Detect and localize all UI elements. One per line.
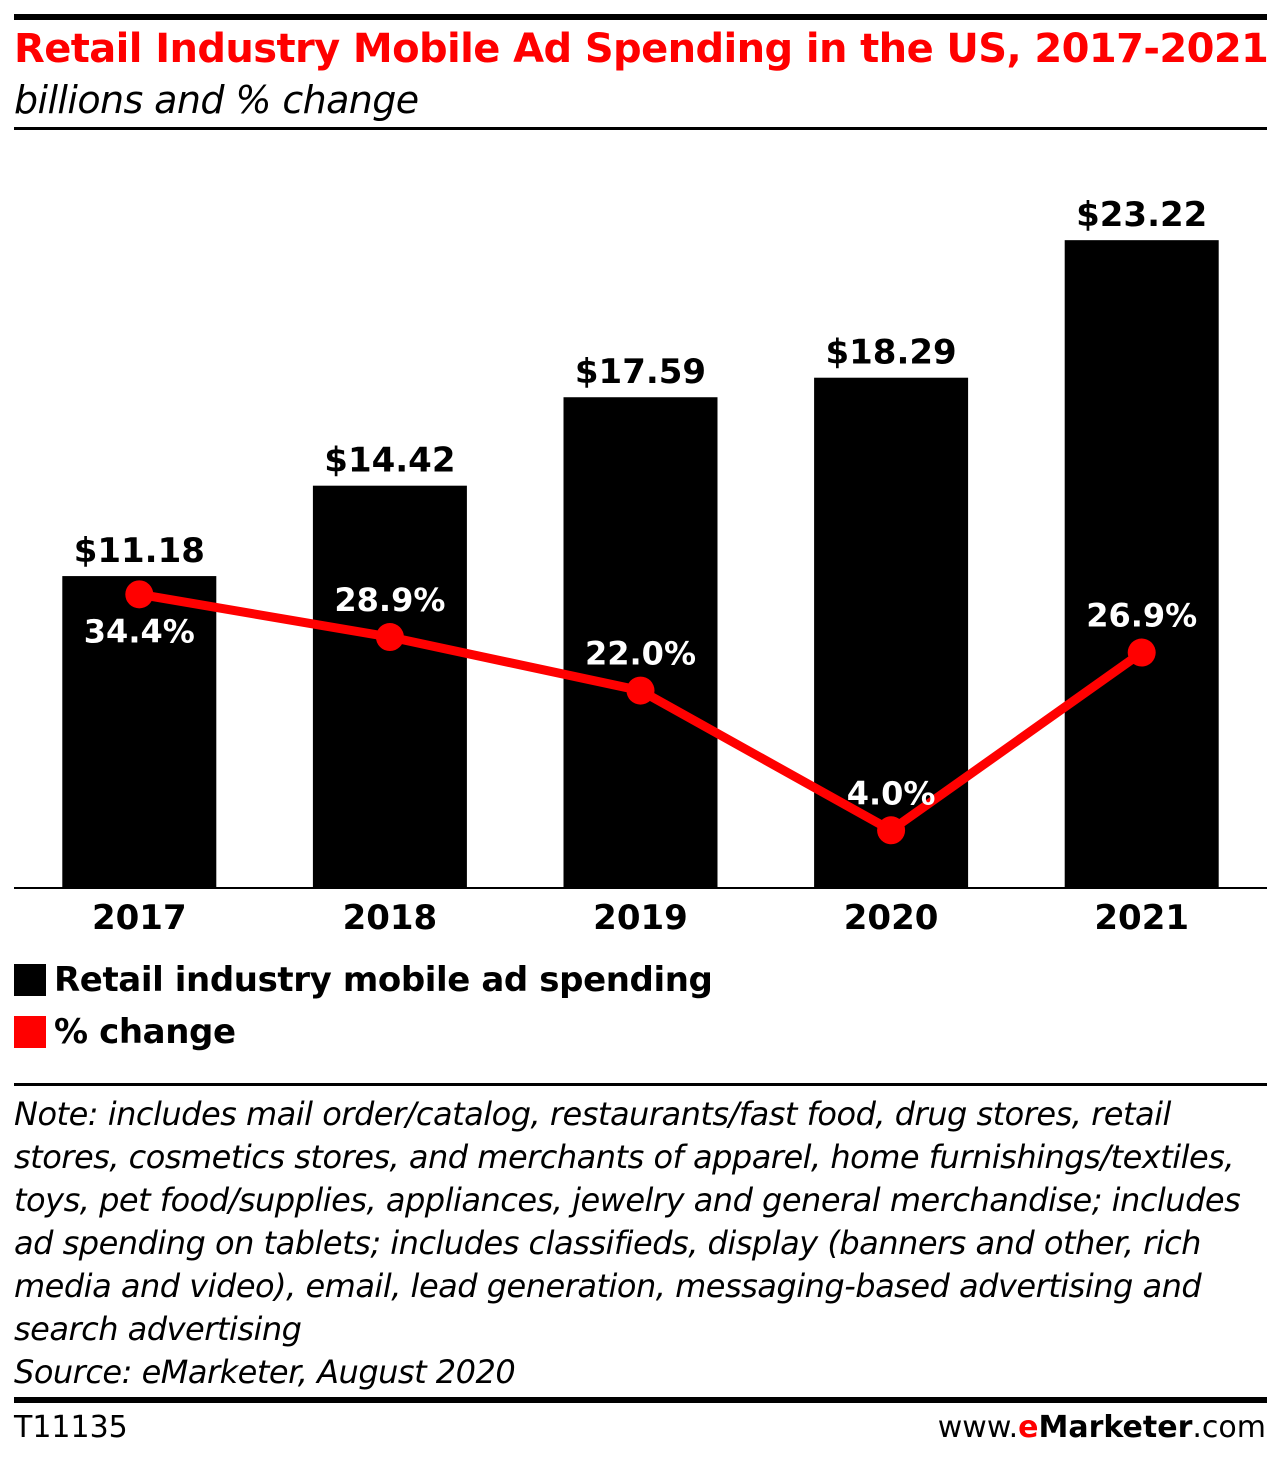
brand-prefix: www.	[937, 1410, 1019, 1445]
legend-swatch-spending	[14, 964, 46, 996]
note-text: Note: includes mail order/catalog, resta…	[14, 1095, 1241, 1348]
brand-name: Marketer	[1038, 1410, 1193, 1445]
bar-2017	[62, 576, 217, 888]
bar-value-label: $17.59	[575, 352, 706, 392]
legend-item-spending: Retail industry mobile ad spending	[14, 960, 713, 1000]
percent-label: 34.4%	[84, 612, 195, 650]
percent-point-2021	[1127, 638, 1156, 667]
bar-value-label: $11.18	[74, 531, 205, 571]
legend-label-change: % change	[54, 1012, 236, 1052]
x-tick-label: 2021	[1094, 898, 1189, 938]
chart-title: Retail Industry Mobile Ad Spending in th…	[14, 26, 1269, 72]
percent-label: 28.9%	[334, 581, 445, 619]
percent-point-2019	[626, 676, 655, 705]
source-text: Source: eMarketer, August 2020	[14, 1353, 516, 1391]
x-tick-label: 2019	[593, 898, 688, 938]
line-layer	[125, 580, 1156, 845]
brand-url: www.eMarketer.com	[938, 1410, 1266, 1445]
chart-area: $11.18 2017 $14.42 2018 $17.59 2019 $18.29 2020…	[14, 195, 1267, 938]
note-block: Note: includes mail order/catalog, resta…	[14, 1093, 1269, 1394]
bar-value-label: $14.42	[324, 441, 455, 481]
subtitle-rule	[14, 127, 1267, 130]
x-tick-label: 2018	[343, 898, 438, 938]
percent-point-2018	[375, 623, 404, 652]
percent-label: 4.0%	[847, 774, 936, 812]
labels-layer: $11.18 2017 $14.42 2018 $17.59 2019 $18.29 2020…	[74, 195, 1208, 938]
bar-2018	[312, 485, 467, 888]
top-rule	[14, 14, 1267, 20]
x-tick-label: 2020	[844, 898, 939, 938]
percent-label: 22.0%	[585, 635, 696, 673]
legend-label-spending: Retail industry mobile ad spending	[54, 960, 713, 1000]
bottom-rule	[14, 1397, 1267, 1403]
x-tick-label: 2017	[92, 898, 187, 938]
chart-subtitle: billions and % change	[14, 78, 419, 122]
brand-suffix: .com	[1192, 1410, 1266, 1445]
legend-item-change: % change	[14, 1012, 236, 1052]
legend-swatch-change	[14, 1016, 46, 1048]
bar-2021	[1064, 240, 1219, 889]
brand-e: e	[1018, 1410, 1039, 1445]
bar-value-label: $18.29	[825, 333, 956, 373]
note-rule	[14, 1083, 1267, 1086]
percent-point-2017	[125, 580, 154, 609]
bar-value-label: $23.22	[1076, 195, 1207, 235]
bars-layer	[62, 240, 1219, 889]
percent-point-2020	[877, 816, 906, 845]
chart-id: T11135	[14, 1410, 128, 1445]
bar-2019	[563, 397, 718, 888]
percent-label: 26.9%	[1086, 597, 1197, 635]
